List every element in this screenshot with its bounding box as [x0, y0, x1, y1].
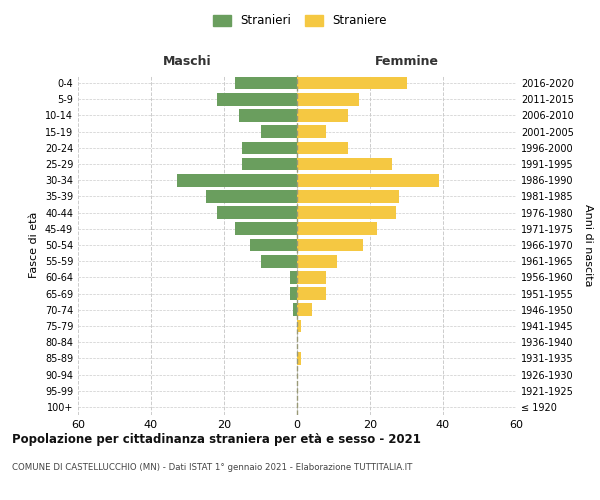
Bar	[217, 206, 297, 219]
Bar	[297, 109, 348, 122]
Bar	[260, 255, 297, 268]
Bar	[297, 352, 301, 364]
Bar	[297, 320, 301, 332]
Bar	[297, 271, 326, 283]
Legend: Stranieri, Straniere: Stranieri, Straniere	[209, 11, 391, 31]
Y-axis label: Anni di nascita: Anni di nascita	[583, 204, 593, 286]
Text: Maschi: Maschi	[163, 55, 212, 68]
Bar	[297, 206, 395, 219]
Bar	[242, 142, 297, 154]
Bar	[297, 222, 377, 235]
Bar	[297, 174, 439, 186]
Text: COMUNE DI CASTELLUCCHIO (MN) - Dati ISTAT 1° gennaio 2021 - Elaborazione TUTTITA: COMUNE DI CASTELLUCCHIO (MN) - Dati ISTA…	[12, 462, 412, 471]
Bar	[242, 158, 297, 170]
Bar	[297, 126, 326, 138]
Bar	[297, 238, 363, 252]
Bar	[297, 93, 359, 106]
Bar	[297, 142, 348, 154]
Bar	[297, 304, 311, 316]
Bar	[235, 222, 297, 235]
Bar	[297, 190, 399, 202]
Bar	[176, 174, 297, 186]
Text: Femmine: Femmine	[374, 55, 439, 68]
Text: Popolazione per cittadinanza straniera per età e sesso - 2021: Popolazione per cittadinanza straniera p…	[12, 432, 421, 446]
Bar	[293, 304, 297, 316]
Bar	[290, 271, 297, 283]
Bar	[206, 190, 297, 202]
Bar	[297, 288, 326, 300]
Bar	[290, 288, 297, 300]
Bar	[297, 158, 392, 170]
Bar	[297, 255, 337, 268]
Bar	[250, 238, 297, 252]
Bar	[260, 126, 297, 138]
Bar	[217, 93, 297, 106]
Y-axis label: Fasce di età: Fasce di età	[29, 212, 39, 278]
Bar	[297, 77, 407, 90]
Bar	[239, 109, 297, 122]
Bar	[235, 77, 297, 90]
